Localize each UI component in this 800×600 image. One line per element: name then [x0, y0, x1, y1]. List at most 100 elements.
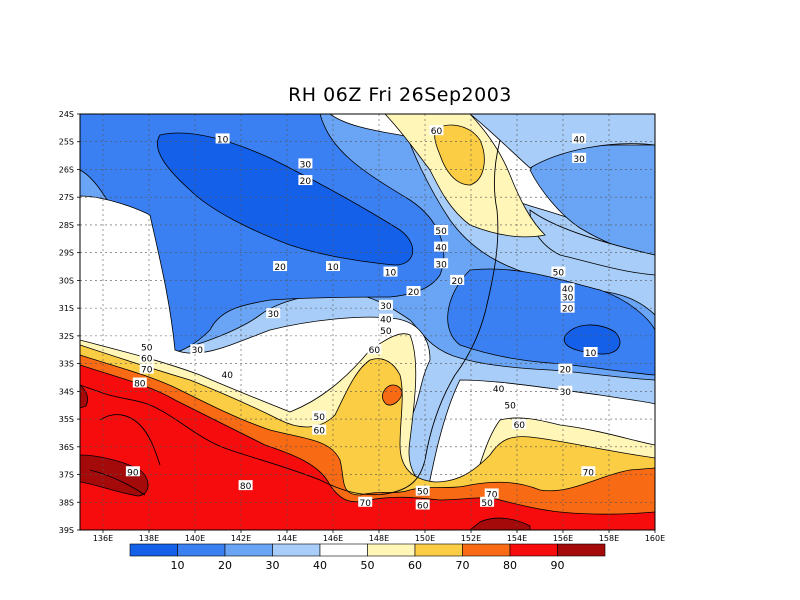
- lat-tick-label: 38S: [59, 498, 74, 507]
- contour-label: 90: [125, 466, 140, 478]
- coastline-south: [89, 414, 161, 496]
- contour-label: 50: [551, 266, 566, 279]
- colorbar-label: 60: [408, 559, 422, 572]
- lon-tick-label: 156E: [553, 534, 573, 543]
- contour-label: 40: [378, 313, 393, 326]
- contour-label-text: 60: [514, 421, 526, 431]
- contour-label: 10: [215, 133, 230, 145]
- contour-label-text: 30: [560, 388, 572, 398]
- colorbar-swatch: [272, 543, 321, 557]
- contour-label: 30: [434, 258, 449, 270]
- contour-label: 30: [378, 299, 393, 312]
- contour-label-bg: [415, 485, 430, 496]
- contour-label-bg: [415, 499, 430, 510]
- contour-label-bg: [312, 410, 327, 421]
- contour-label: 50: [434, 224, 449, 237]
- lon-tick-label: 138E: [139, 534, 159, 543]
- contour-label-text: 50: [417, 488, 429, 498]
- contour-label: 50: [312, 410, 327, 423]
- band-70-80-dot: [382, 384, 403, 406]
- contour-label-bg: [238, 480, 253, 491]
- contour-label-bg: [298, 175, 313, 186]
- colorbar-label: 40: [313, 559, 327, 572]
- colorbar-swatch: [319, 543, 368, 557]
- band-below-10-east: [563, 324, 621, 355]
- contour-label-bg: [125, 466, 140, 477]
- contour-label-bg: [358, 496, 373, 507]
- lat-tick-label: 31S: [59, 304, 74, 313]
- contour-label: 10: [326, 261, 340, 273]
- lat-tick-label: 29S: [59, 249, 74, 258]
- contour-label-text: 30: [300, 160, 312, 170]
- contour-label-text: 70: [359, 499, 371, 509]
- contour-label-bg: [572, 152, 587, 163]
- colorbar-swatch: [367, 543, 416, 557]
- lon-tick-label: 144E: [277, 534, 297, 543]
- contour-label-bg: [434, 224, 449, 235]
- contour-label-text: 20: [451, 277, 463, 287]
- lat-tick-label: 37S: [59, 471, 74, 480]
- contour-label-bg: [326, 261, 340, 272]
- colorbar: 10 20 30 40 50 60 70 80 90: [129, 543, 606, 572]
- contour-label-bg: [512, 419, 527, 430]
- contour-label: 40: [572, 133, 587, 145]
- contour-label-text: 10: [585, 349, 597, 359]
- contour-label-bg: [450, 274, 465, 285]
- contour-label-bg: [298, 158, 313, 169]
- contour-label: 60: [139, 352, 154, 365]
- contour-label-text: 80: [134, 380, 146, 390]
- contour-label-bg: [560, 291, 575, 302]
- lon-tick-label: 136E: [93, 534, 113, 543]
- colorbar-label: 70: [456, 559, 470, 572]
- contour-label: 20: [273, 261, 288, 273]
- contour-label-text: 90: [127, 468, 139, 478]
- contour-label: 20: [406, 285, 421, 298]
- contour-label-text: 50: [481, 499, 493, 509]
- contour-label: 20: [298, 175, 313, 187]
- contour-label-bg: [551, 266, 566, 277]
- contour-label-bg: [583, 347, 598, 358]
- lat-tick-label: 30S: [59, 276, 74, 285]
- lat-tick-label: 39S: [59, 526, 74, 535]
- contour-label-text: 50: [553, 269, 565, 279]
- contour-label-bg: [558, 363, 573, 374]
- lat-tick-label: 33S: [59, 360, 74, 369]
- grid-lines: [80, 114, 655, 530]
- contour-label-text: 60: [141, 355, 153, 365]
- contour-label-bg: [406, 285, 421, 296]
- contour-label-text: 20: [560, 366, 572, 376]
- contour-label-text: 40: [435, 244, 447, 254]
- contour-label-text: 40: [221, 371, 233, 381]
- contour-label-text: 50: [435, 227, 447, 237]
- lon-tick-label: 150E: [415, 534, 435, 543]
- band-above-90-south: [469, 517, 531, 530]
- contour-label-bg: [503, 399, 518, 410]
- contour-label: 50: [378, 324, 393, 337]
- contour-label-bg: [190, 344, 205, 355]
- contour-label: 30: [572, 152, 587, 165]
- contour-label-text: 60: [313, 427, 325, 437]
- contour-label-text: 10: [217, 135, 229, 145]
- colorbar-swatch: [509, 543, 558, 557]
- contour-label-bg: [215, 133, 230, 144]
- lat-tick-label: 26S: [59, 165, 74, 174]
- band-below-10-west: [157, 132, 414, 266]
- lon-tick-label: 160E: [645, 534, 665, 543]
- contour-label: 30: [560, 291, 575, 304]
- lat-tick-label: 27S: [59, 193, 74, 202]
- contour-label-text: 20: [562, 305, 574, 315]
- lon-tick-label: 152E: [461, 534, 481, 543]
- contour-label: 30: [190, 344, 205, 356]
- lat-tick-label: 36S: [59, 443, 74, 452]
- contour-label-text: 20: [408, 288, 420, 298]
- contour-label-bg: [273, 261, 288, 272]
- contour-label-text: 20: [300, 177, 312, 187]
- colorbar-label: 10: [171, 559, 185, 572]
- colorbar-swatch: [129, 543, 178, 557]
- colorbar-swatch: [224, 543, 273, 557]
- colorbar-swatch: [177, 543, 226, 557]
- contour-label: 10: [383, 266, 398, 279]
- colorbar-swatch: [462, 543, 511, 557]
- contour-label-bg: [480, 496, 495, 507]
